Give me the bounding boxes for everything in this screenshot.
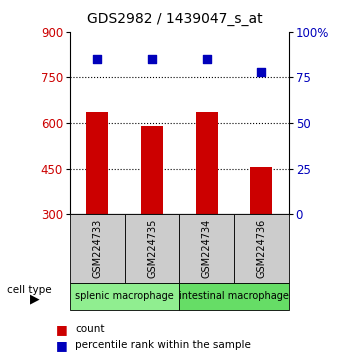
Text: cell type: cell type [7,285,52,295]
Text: GSM224736: GSM224736 [257,219,266,278]
Bar [251,167,272,214]
Text: intestinal macrophage: intestinal macrophage [179,291,289,302]
Text: ■: ■ [56,339,68,352]
Text: GSM224733: GSM224733 [92,219,102,278]
Bar [196,112,218,214]
Text: ▶: ▶ [30,293,40,306]
Point [94,56,100,62]
Text: GSM224735: GSM224735 [147,219,157,278]
Text: ■: ■ [56,323,68,336]
Bar [86,112,108,214]
Text: GSM224734: GSM224734 [202,219,212,278]
Text: count: count [75,324,105,334]
Text: percentile rank within the sample: percentile rank within the sample [75,340,251,350]
Text: splenic macrophage: splenic macrophage [75,291,174,302]
Point [149,56,155,62]
Text: GDS2982 / 1439047_s_at: GDS2982 / 1439047_s_at [87,12,263,27]
Point [204,56,210,62]
Point [259,69,264,75]
Bar [141,126,163,214]
